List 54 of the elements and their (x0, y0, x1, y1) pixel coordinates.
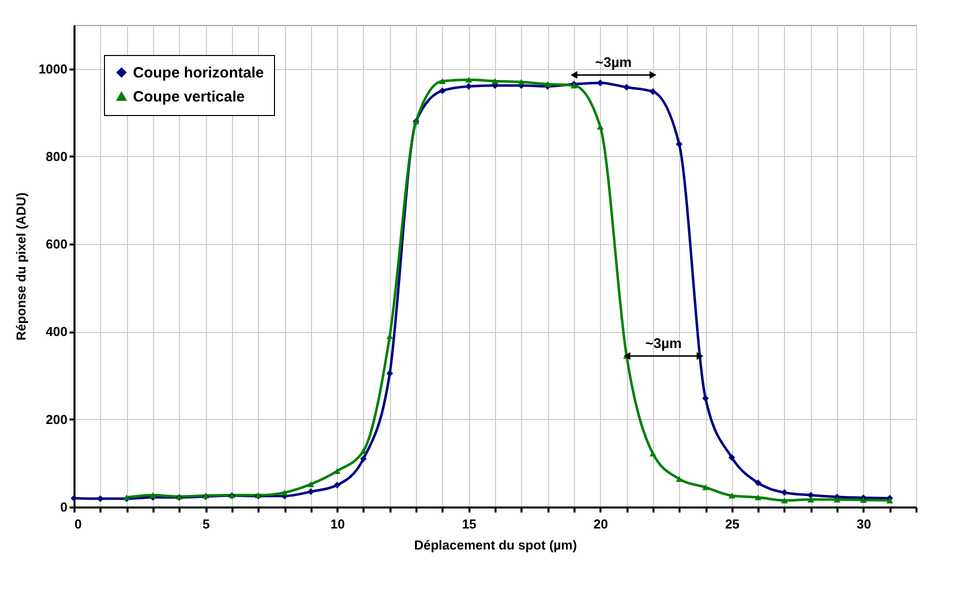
y-tick-label: 400 (46, 324, 68, 340)
point (781, 489, 788, 496)
point (518, 79, 525, 85)
point (596, 124, 604, 130)
annotation: ~3µm (595, 54, 632, 70)
y-tick-label: 1000 (38, 61, 68, 76)
point (650, 450, 656, 456)
x-tick-label: 20 (594, 516, 608, 532)
point (334, 482, 340, 488)
x-tick-label: 30 (856, 516, 872, 532)
y-tick-label: 200 (46, 412, 68, 427)
point (334, 468, 340, 474)
point (386, 370, 394, 377)
point (807, 496, 814, 502)
point (360, 455, 367, 462)
y-tick-label: 600 (46, 236, 68, 252)
point (754, 480, 762, 486)
point (650, 88, 656, 95)
annotation: ~3µm (645, 335, 682, 351)
point (596, 79, 604, 86)
point (702, 484, 709, 490)
y-tick-label: 0 (60, 500, 68, 514)
x-tick-label: 10 (330, 516, 345, 532)
y-axis-title: Réponse du pixel (ADU) (14, 192, 29, 341)
point (439, 78, 446, 84)
legend-label: Coupe verticale (133, 88, 245, 106)
point (70, 494, 78, 502)
legend-label: Coupe horizontale (133, 64, 264, 82)
x-tick-label: 5 (202, 516, 210, 532)
point (307, 488, 314, 496)
point (886, 498, 894, 504)
point (676, 476, 683, 482)
x-axis-title: Déplacement du spot (µm) (414, 538, 577, 552)
point (728, 492, 736, 499)
point (492, 78, 498, 84)
point (781, 498, 788, 504)
x-tick-label: 0 (74, 516, 82, 532)
point (360, 448, 367, 454)
x-tick-label: 15 (462, 516, 476, 532)
y-tick-label: 800 (46, 148, 68, 164)
point (439, 87, 446, 94)
point (281, 490, 288, 496)
point (728, 454, 736, 461)
point (860, 497, 867, 503)
point (150, 492, 156, 498)
point (544, 81, 551, 88)
point (623, 84, 630, 91)
point (676, 140, 683, 148)
point (702, 394, 709, 402)
x-tick-label: 25 (725, 516, 740, 532)
point (834, 496, 840, 502)
point (465, 76, 472, 83)
point (307, 481, 314, 488)
point (754, 494, 762, 500)
